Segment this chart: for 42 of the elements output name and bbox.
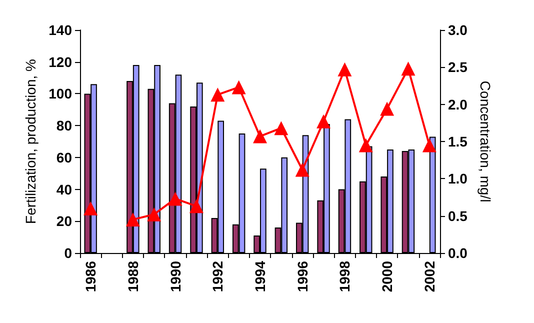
point — [380, 102, 394, 116]
x-tick-label: 1994 — [252, 260, 268, 292]
x-tick-label: 2002 — [421, 260, 438, 292]
y2-tick-label: 3.0 — [448, 22, 468, 38]
y-axis-title: Fertilization, production, % — [22, 59, 39, 224]
x-tick-label: 1998 — [336, 260, 353, 292]
y-tick-label: 40 — [56, 181, 72, 198]
y2-tick-label: 2.0 — [448, 96, 468, 112]
x-tick-label: 1986 — [82, 260, 99, 292]
y-tick-label: 60 — [56, 149, 72, 166]
point — [147, 207, 162, 222]
x-tick-label: 1988 — [124, 260, 141, 292]
point — [274, 121, 288, 136]
point — [422, 138, 436, 152]
y2-tick-label: 0.5 — [448, 208, 468, 224]
y-tick-label: 20 — [56, 213, 72, 230]
y2-tick-label: 0.0 — [448, 245, 468, 261]
x-tick-label: 1996 — [294, 260, 310, 292]
point — [189, 199, 204, 214]
x-tick-label: 2000 — [379, 260, 396, 292]
point — [295, 162, 310, 177]
point — [126, 212, 140, 227]
y2-axis-title: Concentration, mg/l — [477, 80, 494, 202]
y2-tick-label: 1.5 — [448, 134, 468, 150]
y-tick-label: 140 — [48, 22, 72, 38]
y-tick-label: 100 — [48, 86, 72, 102]
y-tick-label: 0 — [64, 245, 72, 261]
y-tick-label: 120 — [48, 54, 72, 70]
point — [253, 129, 267, 144]
point — [401, 62, 416, 76]
point — [316, 114, 331, 128]
point — [84, 201, 98, 216]
x-tick-label: 1992 — [210, 260, 226, 292]
point — [232, 80, 246, 94]
point — [338, 62, 352, 76]
y2-tick-label: 1.0 — [448, 170, 468, 187]
point — [210, 88, 225, 102]
point — [168, 192, 182, 206]
y-tick-label: 80 — [56, 118, 72, 134]
x-tick-label: 1990 — [167, 260, 184, 292]
y2-tick-label: 2.5 — [448, 59, 468, 76]
point — [358, 138, 373, 152]
